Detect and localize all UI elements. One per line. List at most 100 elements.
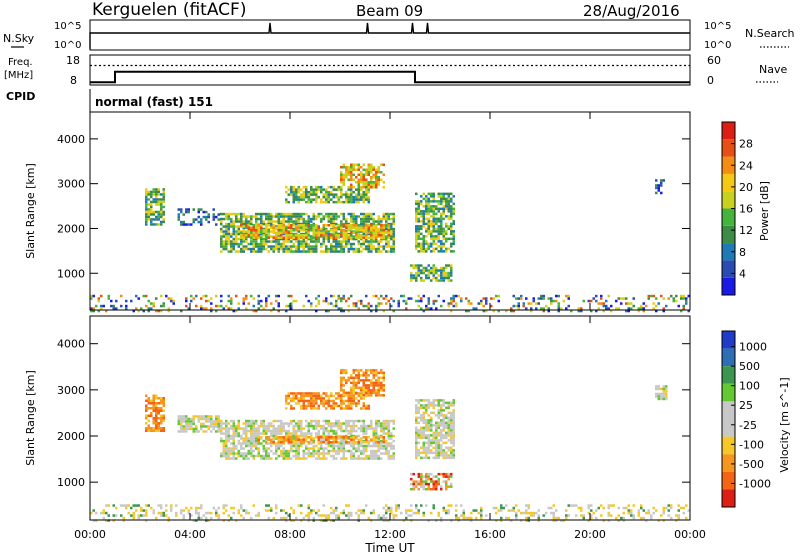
echo-cell [155,402,158,405]
echo-cell [427,434,430,437]
echo-cell [537,514,540,517]
echo-cell [612,504,615,507]
echo-cell [317,234,320,237]
echo-cell [437,444,440,447]
echo-cell [370,178,373,181]
echo-cell [530,307,533,310]
echo-cell [325,422,328,425]
echo-cell [335,438,338,441]
echo-cell [297,212,300,216]
echo-cell [297,449,300,453]
echo-cell [330,399,333,403]
echo-cell [415,232,418,236]
echo-cell [257,436,260,439]
echo-cell [280,224,283,227]
echo-cell [387,519,390,522]
echo-cell [235,444,238,448]
echo-cell [200,307,203,310]
echo-cell [235,429,238,433]
echo-cell [375,422,378,425]
echo-cell [162,304,165,308]
echo-cell [310,217,313,221]
echo-cell [442,436,445,440]
echo-cell [370,511,373,515]
echo-cell [180,417,183,421]
echo-cell [417,269,420,272]
echo-cell [662,309,665,313]
echo-cell [392,427,395,430]
echo-cell [350,224,353,227]
echo-cell [555,519,558,522]
echo-cell [372,369,375,372]
echo-cell [422,205,425,208]
echo-cell [315,236,318,239]
echo-cell [260,231,263,234]
echo-cell [300,234,303,237]
echo-cell [255,434,258,438]
echo-cell [182,220,185,224]
echo-cell [682,307,685,310]
echo-cell [332,429,335,433]
echo-cell [427,424,430,427]
echo-cell [120,294,123,298]
echo-cell [277,215,280,218]
echo-cell [427,421,430,425]
echo-cell [295,188,298,191]
echo-cell [655,385,658,388]
echo-cell [350,212,353,216]
echo-cell [370,309,373,313]
echo-cell [195,218,198,221]
echo-cell [330,220,333,223]
echo-cell [385,427,388,430]
echo-cell [490,297,493,300]
echo-cell [105,511,108,515]
nave-tick-bottom: 0 [707,74,714,87]
echo-cell [292,399,295,403]
echo-cell [300,519,303,522]
colorbar-tick-label: 100 [739,380,760,393]
echo-cell [557,294,560,298]
nave-tick-top: 60 [707,54,721,67]
echo-cell [425,200,428,203]
echo-cell [372,226,375,229]
echo-cell [350,242,353,246]
echo-cell [370,250,373,253]
echo-cell [252,427,255,430]
echo-cell [250,234,253,237]
echo-cell [372,236,375,239]
echo-cell [315,193,318,196]
echo-cell [302,407,305,410]
freq-trace [90,70,690,84]
echo-cell [597,307,600,310]
echo-cell [292,245,295,248]
echo-cell [327,419,330,423]
echo-cell [347,173,350,176]
echo-cell [377,178,380,181]
echo-cell [377,386,380,390]
echo-cell [425,482,428,486]
echo-cell [300,399,303,403]
echo-cell [365,171,368,174]
echo-cell [312,407,315,410]
echo-cell [340,245,343,248]
echo-cell [277,217,280,221]
echo-cell [255,234,258,237]
echo-cell [317,212,320,216]
echo-cell [320,235,323,238]
echo-cell [297,504,300,507]
echo-cell [170,504,173,507]
echo-cell [360,250,363,253]
echo-cell [410,514,413,517]
echo-cell [377,176,380,179]
echo-cell [327,432,330,435]
echo-cell [422,269,425,272]
echo-cell [252,247,255,251]
echo-cell [440,192,443,196]
echo-cell [532,299,535,303]
echo-cell [675,514,678,517]
echo-cell [187,208,190,211]
echo-cell [427,404,430,407]
echo-cell [462,514,465,517]
echo-cell [312,394,315,398]
echo-cell [335,215,338,218]
